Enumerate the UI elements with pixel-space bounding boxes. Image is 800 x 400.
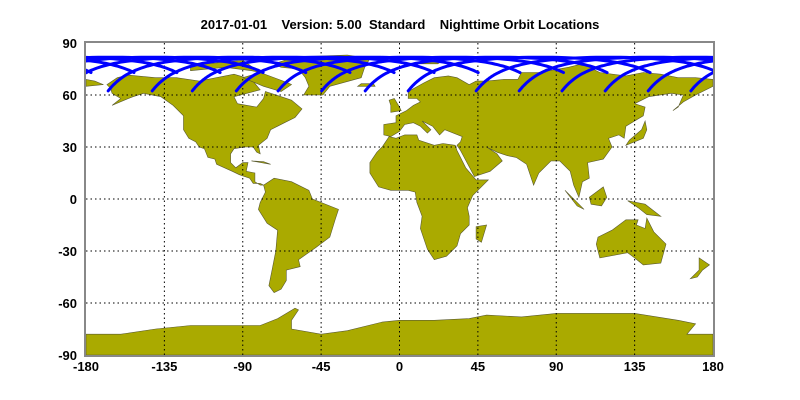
plot-frame bbox=[84, 41, 715, 357]
landmass-north-america bbox=[106, 73, 303, 186]
landmass-australia bbox=[595, 217, 667, 266]
y-tick-label: 0 bbox=[70, 192, 77, 207]
y-tick-label: 60 bbox=[63, 88, 77, 103]
orbit-track-11 bbox=[689, 71, 713, 93]
landmass-borneo bbox=[588, 186, 608, 207]
orbit-track-8 bbox=[560, 55, 713, 93]
orbit-track-6 bbox=[474, 55, 713, 93]
landmass-new-guinea bbox=[627, 200, 662, 217]
landmass-baffin bbox=[241, 72, 293, 92]
orbit-track-7 bbox=[517, 55, 713, 93]
y-tick-label: -90 bbox=[58, 348, 77, 363]
orbit-track-8 bbox=[86, 55, 179, 75]
x-tick-label: 90 bbox=[549, 359, 563, 374]
landmass-britain bbox=[388, 98, 402, 113]
orbit-track-11 bbox=[86, 55, 308, 75]
orbit-track-13 bbox=[150, 55, 396, 93]
orbit-track-13 bbox=[779, 57, 800, 91]
orbit-track-5 bbox=[0, 57, 23, 91]
x-axis-ticks: -180 -135 -90 -45 0 45 90 135 180 bbox=[73, 359, 724, 374]
orbit-track-10 bbox=[86, 55, 265, 75]
y-tick-label: -60 bbox=[58, 296, 77, 311]
x-tick-label: 135 bbox=[624, 359, 646, 374]
x-tick-label: 0 bbox=[396, 359, 403, 374]
orbit-track-6 bbox=[86, 68, 93, 75]
x-tick-label: 45 bbox=[471, 359, 485, 374]
orbit-track-12 bbox=[106, 55, 352, 93]
landmass-new-zealand bbox=[689, 257, 711, 280]
landmass-cuba bbox=[251, 160, 271, 165]
y-tick-label: -30 bbox=[58, 244, 77, 259]
x-tick-label: 180 bbox=[702, 359, 724, 374]
orbit-track-9 bbox=[603, 56, 713, 93]
orbit-tracks bbox=[0, 55, 800, 93]
y-tick-label: 30 bbox=[63, 140, 77, 155]
y-axis-ticks: 90 60 30 0 -30 -60 -90 bbox=[58, 36, 77, 363]
landmass-chukotka bbox=[86, 79, 104, 87]
landmass-japan bbox=[625, 119, 648, 146]
x-tick-label: -135 bbox=[151, 359, 177, 374]
landmass-south-america bbox=[258, 177, 339, 293]
landmass-madagascar bbox=[475, 224, 488, 243]
landmass-africa bbox=[369, 134, 490, 261]
x-tick-label: -180 bbox=[73, 359, 99, 374]
x-tick-label: -45 bbox=[312, 359, 331, 374]
orbit-track-12 bbox=[735, 57, 800, 91]
x-tick-label: -90 bbox=[233, 359, 252, 374]
orbit-track-10 bbox=[646, 59, 713, 93]
grid-lines bbox=[86, 43, 713, 355]
orbit-track-9 bbox=[86, 55, 222, 75]
landmass-eurasia bbox=[383, 63, 713, 199]
orbit-track-7 bbox=[86, 58, 136, 75]
land-layer bbox=[86, 54, 713, 355]
map-title: 2017-01-01 Version: 5.00 Standard Nightt… bbox=[201, 17, 600, 32]
landmass-sumatra bbox=[564, 190, 585, 210]
y-tick-label: 90 bbox=[63, 36, 77, 51]
